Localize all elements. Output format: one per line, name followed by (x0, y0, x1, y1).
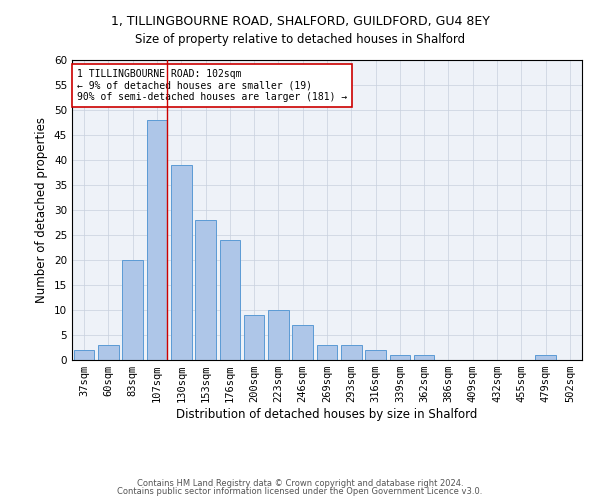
Text: Contains public sector information licensed under the Open Government Licence v3: Contains public sector information licen… (118, 487, 482, 496)
Bar (414, 355, 434, 360)
Text: Size of property relative to detached houses in Shalford: Size of property relative to detached ho… (135, 32, 465, 46)
Bar (195, 220, 216, 360)
Text: 1, TILLINGBOURNE ROAD, SHALFORD, GUILDFORD, GU4 8EY: 1, TILLINGBOURNE ROAD, SHALFORD, GUILDFO… (110, 15, 490, 28)
X-axis label: Distribution of detached houses by size in Shalford: Distribution of detached houses by size … (176, 408, 478, 421)
Bar (122, 260, 143, 360)
Bar (268, 310, 289, 360)
Bar (98, 345, 119, 360)
Bar (74, 350, 94, 360)
Bar (389, 355, 410, 360)
Bar (220, 240, 240, 360)
Bar (292, 325, 313, 360)
Bar (146, 120, 167, 360)
Bar (317, 345, 337, 360)
Bar (244, 315, 265, 360)
Text: 1 TILLINGBOURNE ROAD: 102sqm
← 9% of detached houses are smaller (19)
90% of sem: 1 TILLINGBOURNE ROAD: 102sqm ← 9% of det… (77, 69, 347, 102)
Bar (365, 350, 386, 360)
Text: Contains HM Land Registry data © Crown copyright and database right 2024.: Contains HM Land Registry data © Crown c… (137, 478, 463, 488)
Bar (341, 345, 362, 360)
Bar (535, 355, 556, 360)
Bar (171, 165, 191, 360)
Y-axis label: Number of detached properties: Number of detached properties (35, 117, 49, 303)
